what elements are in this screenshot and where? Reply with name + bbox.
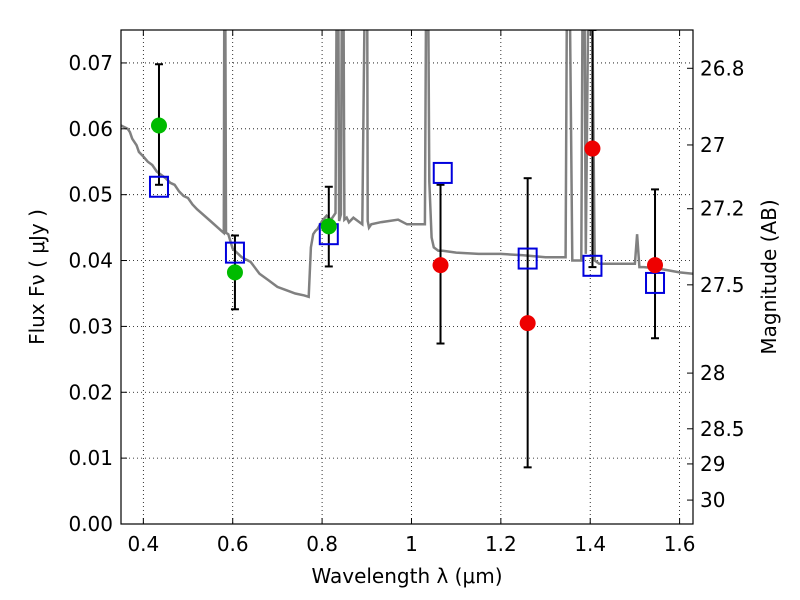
x-ticks: 0.4 0.6 0.8 1 1.2 1.4 1.6 xyxy=(127,30,696,556)
magnitude-tick-label: 29 xyxy=(700,452,725,476)
observed-points xyxy=(150,117,664,332)
errorbars xyxy=(154,30,660,469)
y-tick-label: 0.06 xyxy=(68,117,113,141)
y-tick-label: 0.05 xyxy=(68,183,113,207)
magnitude-tick-label: 30 xyxy=(700,488,725,512)
green-data-point xyxy=(320,218,337,235)
x-tick-label: 0.4 xyxy=(127,532,159,556)
magnitude-tick-label: 27.5 xyxy=(700,273,745,297)
magnitude-tick-label: 28 xyxy=(700,361,725,385)
magnitude-tick-label: 27.2 xyxy=(700,197,745,221)
magnitude-axis-label: Magnitude (AB) xyxy=(757,199,781,354)
x-tick-label: 1.2 xyxy=(485,532,517,556)
red-data-point xyxy=(519,315,536,332)
model-photometry-box xyxy=(517,247,538,270)
model-photometry-box xyxy=(582,254,603,277)
y-ticks: 0.00 0.01 0.02 0.03 0.04 0.05 0.06 0.07 xyxy=(68,51,127,536)
y-tick-label: 0.03 xyxy=(68,314,113,338)
y-tick-label: 0.00 xyxy=(68,512,113,536)
magnitude-tick-label: 28.5 xyxy=(700,417,745,441)
green-data-point xyxy=(226,264,243,281)
magnitude-tick-label: 26.8 xyxy=(700,56,745,80)
model-spectrum xyxy=(121,30,693,299)
magnitude-ticks: 26.8 27 27.2 27.5 28 28.5 29 30 xyxy=(687,56,745,512)
grid xyxy=(121,30,693,525)
green-data-point xyxy=(150,117,167,134)
red-data-point xyxy=(432,257,449,274)
x-tick-label: 1.4 xyxy=(574,532,606,556)
x-tick-label: 1.6 xyxy=(664,532,696,556)
x-tick-label: 1 xyxy=(405,532,418,556)
y-tick-label: 0.01 xyxy=(68,446,113,470)
plot-frame xyxy=(120,29,694,525)
y-axis-label: Flux Fν ( μJy ) xyxy=(25,209,49,345)
x-axis-label: Wavelength λ (μm) xyxy=(311,564,502,588)
model-photometry-box xyxy=(148,175,169,198)
magnitude-tick-label: 27 xyxy=(700,133,725,157)
model-photometry-box xyxy=(432,161,453,184)
red-data-point xyxy=(647,257,664,274)
y-tick-label: 0.02 xyxy=(68,380,113,404)
red-data-point xyxy=(584,140,601,157)
model-spectrum-line xyxy=(121,30,693,299)
model-photometry-box xyxy=(224,241,245,264)
x-tick-label: 0.6 xyxy=(217,532,249,556)
y-tick-label: 0.04 xyxy=(68,249,113,273)
y-tick-label: 0.07 xyxy=(68,51,113,75)
x-tick-label: 0.8 xyxy=(306,532,338,556)
